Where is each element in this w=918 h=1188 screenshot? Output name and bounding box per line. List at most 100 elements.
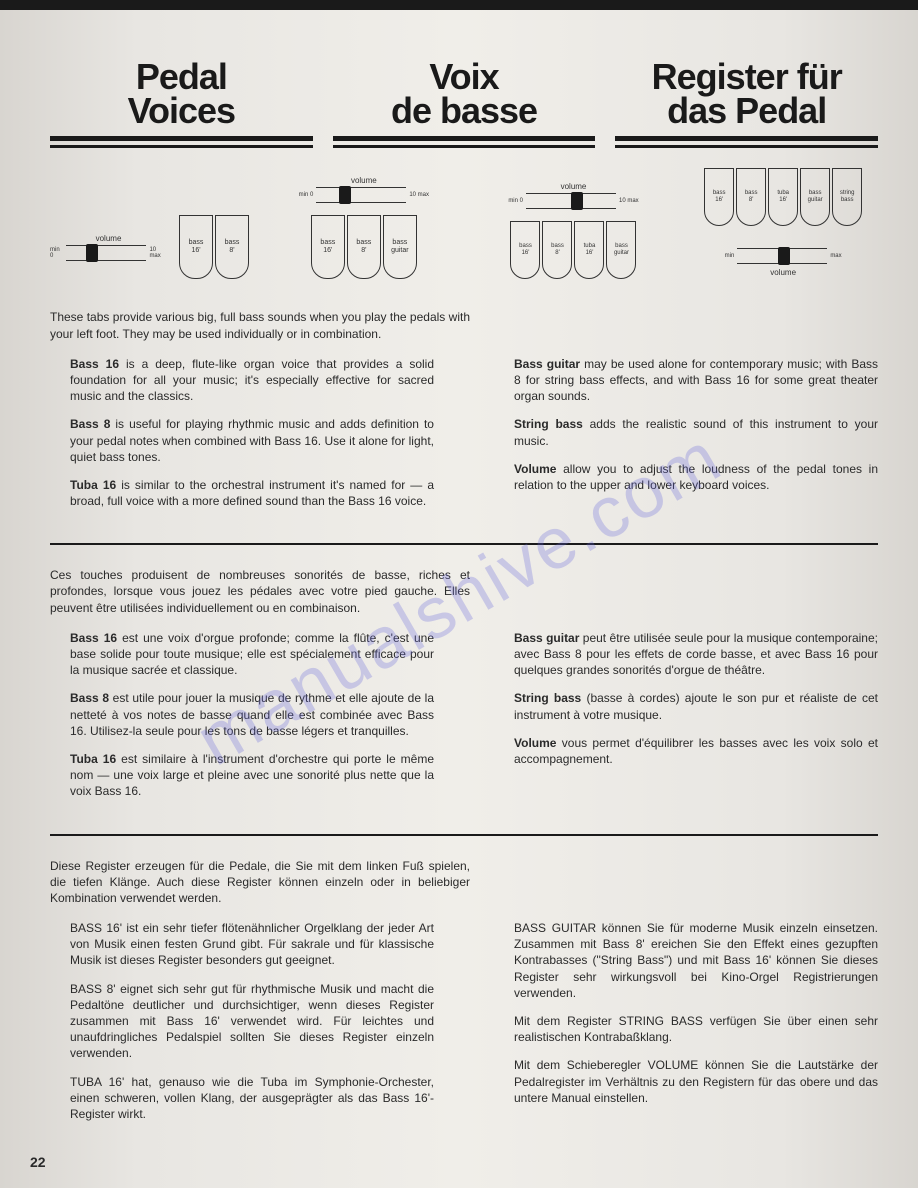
en-left-col: Bass 16 is a deep, flute-like organ voic… xyxy=(50,356,434,522)
slider-thumb xyxy=(86,244,98,262)
en-columns: Bass 16 is a deep, flute-like organ voic… xyxy=(50,356,878,522)
slider-min: min 0 xyxy=(508,198,523,204)
header-col-de: Register für das Pedal xyxy=(615,60,878,148)
en-p3: Tuba 16 is similar to the orchestral ins… xyxy=(50,477,434,509)
de-p4: BASS GUITAR können Sie für moderne Musik… xyxy=(494,920,878,1001)
diagram-4-group: bass16' bass8' tuba16' bassguitar string… xyxy=(704,168,862,279)
heading-fr-line2: de basse xyxy=(391,90,537,131)
en-p6-body: allow you to adjust the loudness of the … xyxy=(514,462,878,492)
diagram-2: volume min 0 10 max bass16' bass8' bassg… xyxy=(269,176,459,279)
header-row: Pedal Voices Voix de basse Register für … xyxy=(50,60,878,148)
volume-slider-3: volume min 0 10 max xyxy=(508,182,638,209)
en-p1: Bass 16 is a deep, flute-like organ voic… xyxy=(50,356,434,405)
en-p5-lead: String bass xyxy=(514,417,583,431)
diagram-3: volume min 0 10 max bass16' bass8' tuba1… xyxy=(479,182,669,279)
en-p1-body: is a deep, flute-like organ voice that p… xyxy=(70,357,434,403)
diagram-2-group: volume min 0 10 max bass16' bass8' bassg… xyxy=(299,176,429,279)
section-en: These tabs provide various big, full bas… xyxy=(50,309,878,521)
slider-max: max xyxy=(830,253,841,259)
en-p5: String bass adds the realistic sound of … xyxy=(494,416,878,448)
fr-columns: Bass 16 est une voix d'orgue profonde; c… xyxy=(50,630,878,812)
slider-max: 10 max xyxy=(409,192,429,198)
tab-string-bass: stringbass xyxy=(832,168,862,226)
slider-min: min xyxy=(725,253,735,259)
volume-label: volume xyxy=(351,176,377,185)
page-number: 22 xyxy=(30,1154,46,1170)
fr-p5-lead: String bass xyxy=(514,691,581,705)
heading-fr: Voix de basse xyxy=(333,60,596,128)
en-intro: These tabs provide various big, full bas… xyxy=(50,309,470,341)
section-de: Diese Register erzeugen für die Pedale, … xyxy=(50,858,878,1135)
tab-bass-16: bass16' xyxy=(179,215,213,279)
double-rule xyxy=(50,136,313,148)
heading-de: Register für das Pedal xyxy=(615,60,878,128)
fr-left-col: Bass 16 est une voix d'orgue profonde; c… xyxy=(50,630,434,812)
de-left-col: BASS 16' ist ein sehr tiefer flötenähnli… xyxy=(50,920,434,1134)
heading-en-line2: Voices xyxy=(128,90,235,131)
tab-bass-guitar: bassguitar xyxy=(606,221,636,279)
diagram-1: volume min 0 10 max bass16' bass8' xyxy=(50,215,249,279)
fr-p4: Bass guitar peut être utilisée seule pou… xyxy=(494,630,878,679)
tab-row-2: bass16' bass8' xyxy=(179,215,249,279)
slider-track xyxy=(316,187,406,203)
de-p6: Mit dem Schieberegler VOLUME können Sie … xyxy=(494,1057,878,1106)
en-p2-lead: Bass 8 xyxy=(70,417,110,431)
double-rule xyxy=(333,136,596,148)
section-divider xyxy=(50,834,878,836)
fr-p4-lead: Bass guitar xyxy=(514,631,579,645)
tab-row-5: bass16' bass8' tuba16' bassguitar string… xyxy=(704,168,862,226)
tab-row-3: bass16' bass8' bassguitar xyxy=(311,215,417,279)
tab-bass-8: bass8' xyxy=(736,168,766,226)
volume-label: volume xyxy=(96,234,122,243)
tab-tuba-16: tuba16' xyxy=(768,168,798,226)
de-p5: Mit dem Register STRING BASS verfügen Si… xyxy=(494,1013,878,1045)
en-right-col: Bass guitar may be used alone for contem… xyxy=(494,356,878,522)
tab-bass-8: bass8' xyxy=(347,215,381,279)
diagram-1-group: volume min 0 10 max bass16' bass8' xyxy=(50,215,249,279)
diagram-3-group: volume min 0 10 max bass16' bass8' tuba1… xyxy=(508,182,638,279)
heading-en: Pedal Voices xyxy=(50,60,313,128)
fr-p3-body: est similaire à l'instrument d'orchestre… xyxy=(70,752,434,798)
en-p3-body: is similar to the orchestral instrument … xyxy=(70,478,434,508)
tab-bass-guitar: bassguitar xyxy=(383,215,417,279)
slider-track xyxy=(66,245,146,261)
fr-p1-body: est une voix d'orgue profonde; comme la … xyxy=(70,631,434,677)
tab-tuba-16: tuba16' xyxy=(574,221,604,279)
slider-max: 10 max xyxy=(149,247,167,259)
de-p2: BASS 8' eignet sich sehr gut für rhythmi… xyxy=(50,981,434,1062)
volume-slider-4: min max volume xyxy=(725,248,842,279)
tab-bass-8: bass8' xyxy=(215,215,249,279)
volume-slider-1: volume min 0 10 max xyxy=(50,234,167,261)
fr-p6: Volume vous permet d'équilibrer les bass… xyxy=(494,735,878,767)
slider-min: min 0 xyxy=(299,192,314,198)
de-intro: Diese Register erzeugen für die Pedale, … xyxy=(50,858,470,907)
slider-thumb xyxy=(339,186,351,204)
slider-track xyxy=(737,248,827,264)
fr-intro: Ces touches produisent de nombreuses son… xyxy=(50,567,470,616)
fr-p2-body: est utile pour jouer la musique de rythm… xyxy=(70,691,434,737)
slider-track xyxy=(526,193,616,209)
tab-bass-16: bass16' xyxy=(704,168,734,226)
fr-p6-lead: Volume xyxy=(514,736,556,750)
en-p6-lead: Volume xyxy=(514,462,556,476)
fr-p1: Bass 16 est une voix d'orgue profonde; c… xyxy=(50,630,434,679)
tab-bass-guitar: bassguitar xyxy=(800,168,830,226)
heading-de-line2: das Pedal xyxy=(667,90,826,131)
fr-right-col: Bass guitar peut être utilisée seule pou… xyxy=(494,630,878,812)
en-p4: Bass guitar may be used alone for contem… xyxy=(494,356,878,405)
diagram-4: bass16' bass8' tuba16' bassguitar string… xyxy=(688,168,878,279)
tab-bass-8: bass8' xyxy=(542,221,572,279)
en-p2: Bass 8 is useful for playing rhythmic mu… xyxy=(50,416,434,465)
fr-p2: Bass 8 est utile pour jouer la musique d… xyxy=(50,690,434,739)
en-p3-lead: Tuba 16 xyxy=(70,478,116,492)
de-p1: BASS 16' ist ein sehr tiefer flötenähnli… xyxy=(50,920,434,969)
header-col-en: Pedal Voices xyxy=(50,60,313,148)
slider-thumb xyxy=(571,192,583,210)
en-p2-body: is useful for playing rhythmic music and… xyxy=(70,417,434,463)
section-divider xyxy=(50,543,878,545)
fr-p6-body: vous permet d'équilibrer les basses avec… xyxy=(514,736,878,766)
volume-slider-2: volume min 0 10 max xyxy=(299,176,429,203)
diagram-row: volume min 0 10 max bass16' bass8' xyxy=(50,168,878,279)
de-right-col: BASS GUITAR können Sie für moderne Musik… xyxy=(494,920,878,1134)
volume-label: volume xyxy=(561,182,587,191)
